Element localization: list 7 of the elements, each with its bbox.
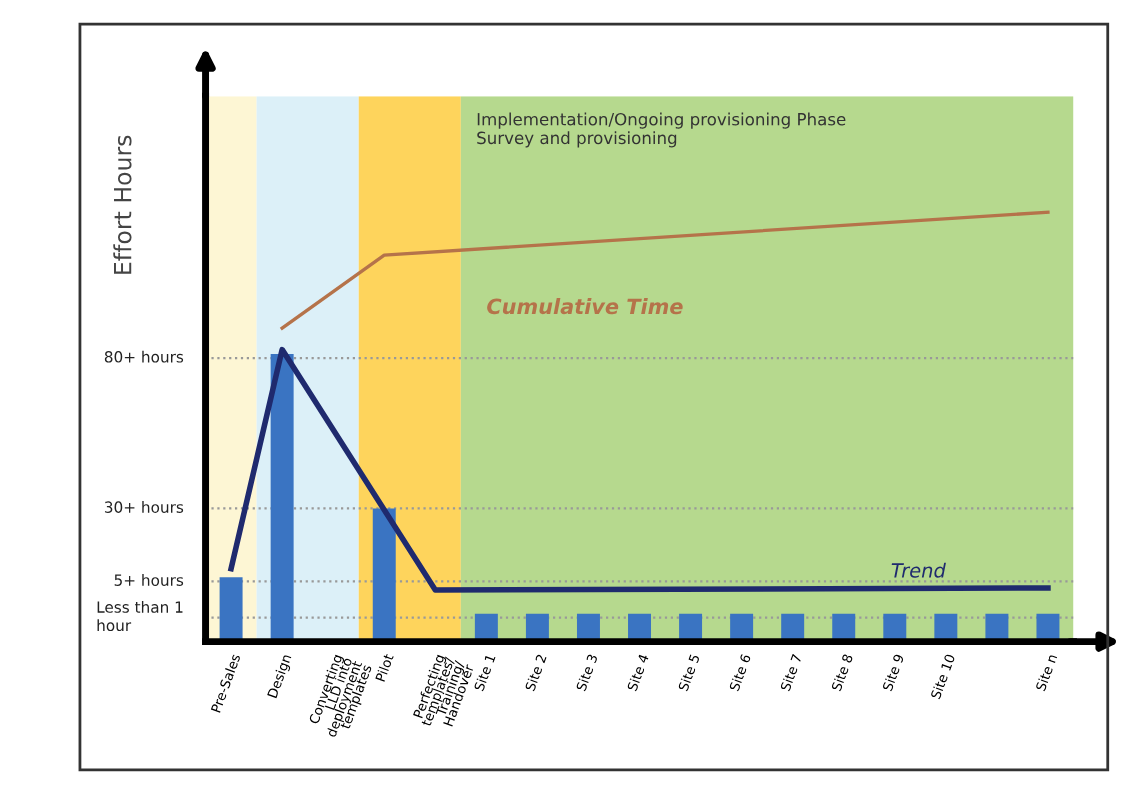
text: Cumulative Time <box>487 298 683 315</box>
bar <box>270 353 294 642</box>
series-label: Trend <box>891 562 946 578</box>
bar <box>219 577 243 642</box>
band-label: Implementation/Ongoing provisioning Phase Survey and provisioning <box>477 112 846 148</box>
y-axis-title: Effort Hours <box>113 135 132 274</box>
bar <box>372 508 396 642</box>
